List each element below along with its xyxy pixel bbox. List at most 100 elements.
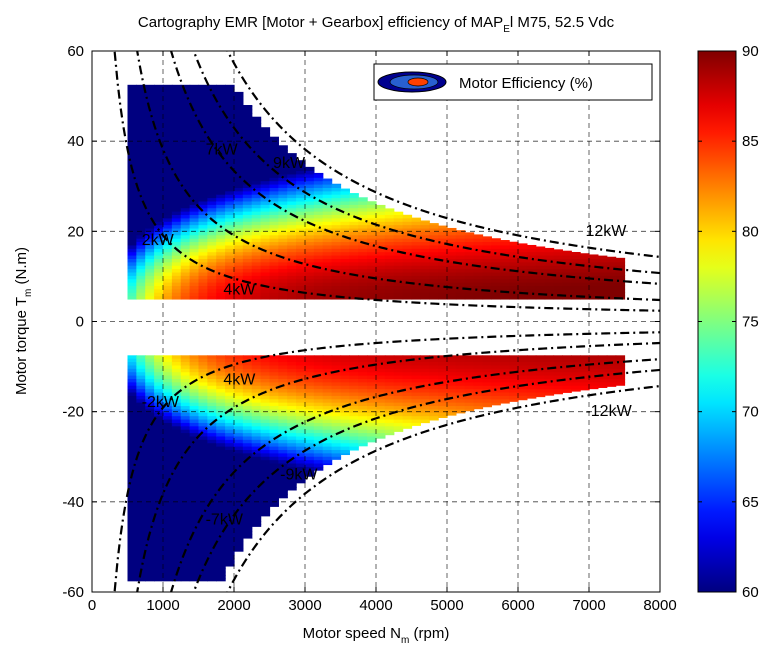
heatmap-cell <box>615 358 626 363</box>
heatmap-cell <box>411 295 421 300</box>
colorbar-tick-label: 70 <box>742 404 759 421</box>
heatmap-cell <box>260 180 271 185</box>
heatmap-cell <box>171 207 182 212</box>
heatmap-cell <box>526 251 537 256</box>
heatmap-cell <box>384 271 395 276</box>
heatmap-cell <box>154 278 164 283</box>
heatmap-cell <box>251 355 262 360</box>
heatmap-cell <box>145 112 155 117</box>
heatmap-cell <box>438 378 448 383</box>
heatmap-cell <box>198 102 208 107</box>
heatmap-cell <box>518 285 528 290</box>
heatmap-cell <box>180 248 191 253</box>
heatmap-cell <box>189 200 200 205</box>
heatmap-cell <box>269 255 279 259</box>
heatmap-cell <box>260 251 271 256</box>
heatmap-cell <box>473 268 484 273</box>
heatmap-cell <box>580 261 590 266</box>
heatmap-cell <box>234 416 244 421</box>
heatmap-cell <box>225 207 235 212</box>
heatmap-cell <box>296 170 306 175</box>
heatmap-cell <box>393 419 404 424</box>
heatmap-cell <box>136 288 146 293</box>
heatmap-cell <box>180 554 191 559</box>
heatmap-cell <box>402 292 413 297</box>
heatmap-cell <box>447 368 457 373</box>
heatmap-cell <box>171 251 182 256</box>
heatmap-cell <box>225 156 235 161</box>
heatmap-cell <box>136 292 146 297</box>
heatmap-cell <box>260 224 271 229</box>
heatmap-cell <box>163 292 173 297</box>
heatmap-cell <box>349 422 359 427</box>
heatmap-cell <box>553 251 563 256</box>
heatmap-cell <box>438 285 448 290</box>
heatmap-cell <box>589 292 599 297</box>
heatmap-cell <box>269 241 279 246</box>
heatmap-cell <box>136 564 146 569</box>
heatmap-cell <box>411 375 421 380</box>
heatmap-cell <box>189 177 200 182</box>
heatmap-cell <box>287 278 297 283</box>
heatmap-cell <box>260 261 271 266</box>
heatmap-cell <box>216 517 226 522</box>
heatmap-cell <box>242 227 253 232</box>
heatmap-cell <box>136 167 146 172</box>
heatmap-cell <box>216 426 226 431</box>
heatmap-cell <box>384 251 395 256</box>
heatmap-cell <box>251 241 262 246</box>
heatmap-cell <box>251 466 262 471</box>
heatmap-cell <box>207 106 217 111</box>
heatmap-cell <box>615 365 626 370</box>
heatmap-cell <box>305 426 315 431</box>
heatmap-cell <box>251 524 262 527</box>
heatmap-cell <box>269 365 279 370</box>
heatmap-cell <box>376 429 386 434</box>
heatmap-cell <box>136 184 146 188</box>
heatmap-cell <box>127 251 137 256</box>
heatmap-cell <box>154 449 164 454</box>
heatmap-cell <box>207 439 217 444</box>
heatmap-cell <box>420 251 430 256</box>
heatmap-cell <box>242 265 253 270</box>
heatmap-cell <box>225 255 235 259</box>
heatmap-cell <box>180 102 191 107</box>
heatmap-cell <box>420 258 430 263</box>
heatmap-cell <box>189 207 200 212</box>
heatmap-cell <box>180 258 191 263</box>
heatmap-cell <box>180 133 191 138</box>
heatmap-cell <box>242 375 253 380</box>
heatmap-cell <box>260 382 271 387</box>
heatmap-cell <box>216 531 226 536</box>
heatmap-cell <box>597 358 608 363</box>
heatmap-cell <box>384 217 395 222</box>
heatmap-cell <box>429 378 439 383</box>
heatmap-cell <box>305 268 315 273</box>
heatmap-cell <box>597 375 608 380</box>
heatmap-cell <box>367 241 377 246</box>
heatmap-cell <box>482 285 492 290</box>
heatmap-cell <box>367 258 377 263</box>
heatmap-cell <box>384 429 395 434</box>
heatmap-cell <box>154 143 164 148</box>
heatmap-cell <box>198 285 208 290</box>
heatmap-cell <box>127 150 137 155</box>
heatmap-cell <box>500 365 510 370</box>
heatmap-cell <box>198 211 208 216</box>
heatmap-cell <box>331 187 342 192</box>
heatmap-cell <box>553 355 563 360</box>
heatmap-cell <box>260 190 271 195</box>
heatmap-cell <box>296 271 306 276</box>
heatmap-cell <box>358 416 368 421</box>
heatmap-cell <box>509 365 519 370</box>
heatmap-cell <box>269 244 279 249</box>
power-curve-label: -12kW <box>585 403 632 420</box>
heatmap-cell <box>278 395 288 400</box>
heatmap-cell <box>242 534 253 539</box>
heatmap-cell <box>340 231 350 236</box>
heatmap-cell <box>438 358 448 363</box>
heatmap-cell <box>242 439 253 444</box>
heatmap-cell <box>207 368 217 373</box>
heatmap-cell <box>154 480 164 485</box>
heatmap-cell <box>278 406 288 411</box>
